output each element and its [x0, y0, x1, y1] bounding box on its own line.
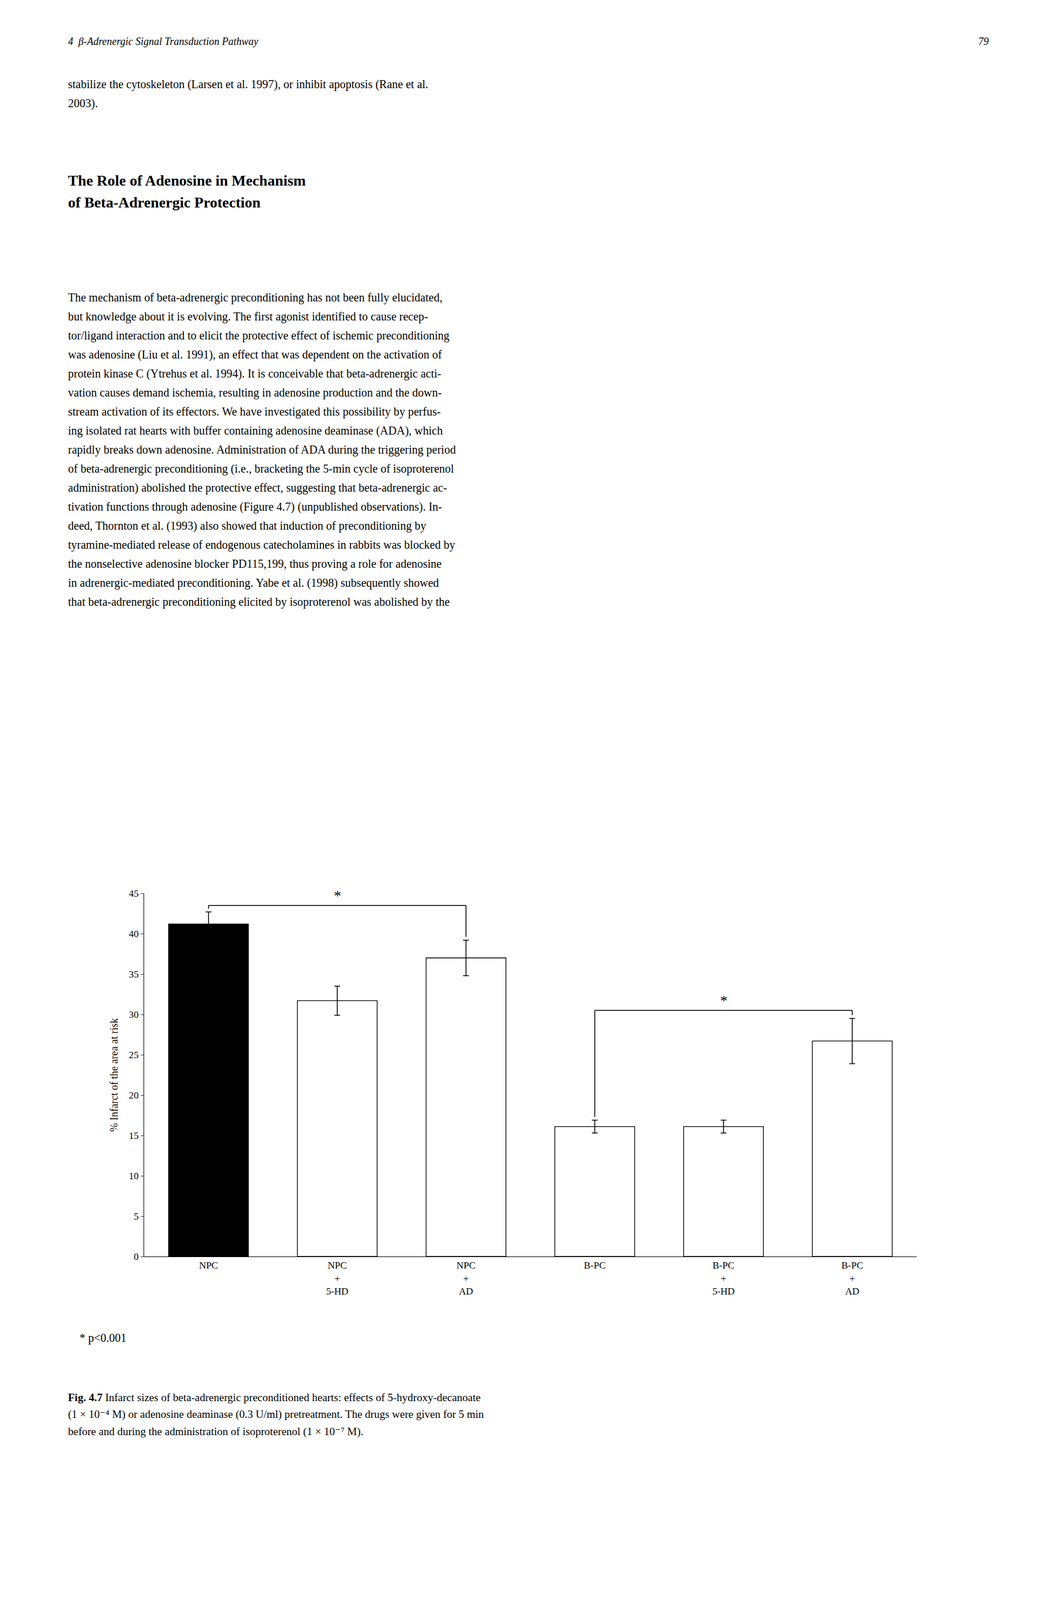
svg-text:45: 45: [129, 888, 139, 900]
svg-text:10: 10: [129, 1170, 139, 1182]
html-text:stabilize the cytoskeleton (La: stabilize the cytoskeleton (Larsen et al…: [68, 77, 429, 110]
html-text:* p<0.001: * p<0.001: [79, 1331, 127, 1345]
html-text:4 β-Adrenergic Signal Transduc: 4 β-Adrenergic Signal Transduction Pathw…: [68, 35, 259, 48]
svg-text:B-PC+AD: B-PC+AD: [841, 1260, 864, 1297]
svg-text:15: 15: [129, 1130, 139, 1142]
svg-text:5: 5: [133, 1211, 139, 1223]
svg-text:NPC+5-HD: NPC+5-HD: [326, 1260, 349, 1297]
svg-text:25: 25: [129, 1049, 139, 1061]
html-text:Fig. 4.7 Infarct sizes of beta: Fig. 4.7 Infarct sizes of beta-adrenergi…: [68, 1391, 484, 1438]
html-text:79: 79: [978, 35, 989, 48]
svg-text:40: 40: [129, 928, 139, 940]
svg-text:*: *: [333, 887, 342, 905]
html-text:The Role of Adenosine in Mecha: The Role of Adenosine in Mechanism of Be…: [68, 172, 306, 211]
svg-text:% Infarct of the area at risk: % Infarct of the area at risk: [108, 1018, 120, 1133]
svg-text:NPC: NPC: [198, 1260, 218, 1272]
svg-text:*: *: [720, 992, 728, 1010]
svg-text:B-PC+5-HD: B-PC+5-HD: [712, 1260, 736, 1297]
svg-text:20: 20: [129, 1090, 139, 1102]
svg-text:30: 30: [129, 1009, 139, 1021]
html-text:The mechanism of beta-adrenerg: The mechanism of beta-adrenergic precond…: [68, 291, 456, 609]
svg-text:35: 35: [129, 969, 139, 981]
svg-text:0: 0: [133, 1251, 139, 1263]
svg-text:NPC+AD: NPC+AD: [456, 1260, 476, 1297]
svg-text:B-PC: B-PC: [583, 1260, 606, 1272]
